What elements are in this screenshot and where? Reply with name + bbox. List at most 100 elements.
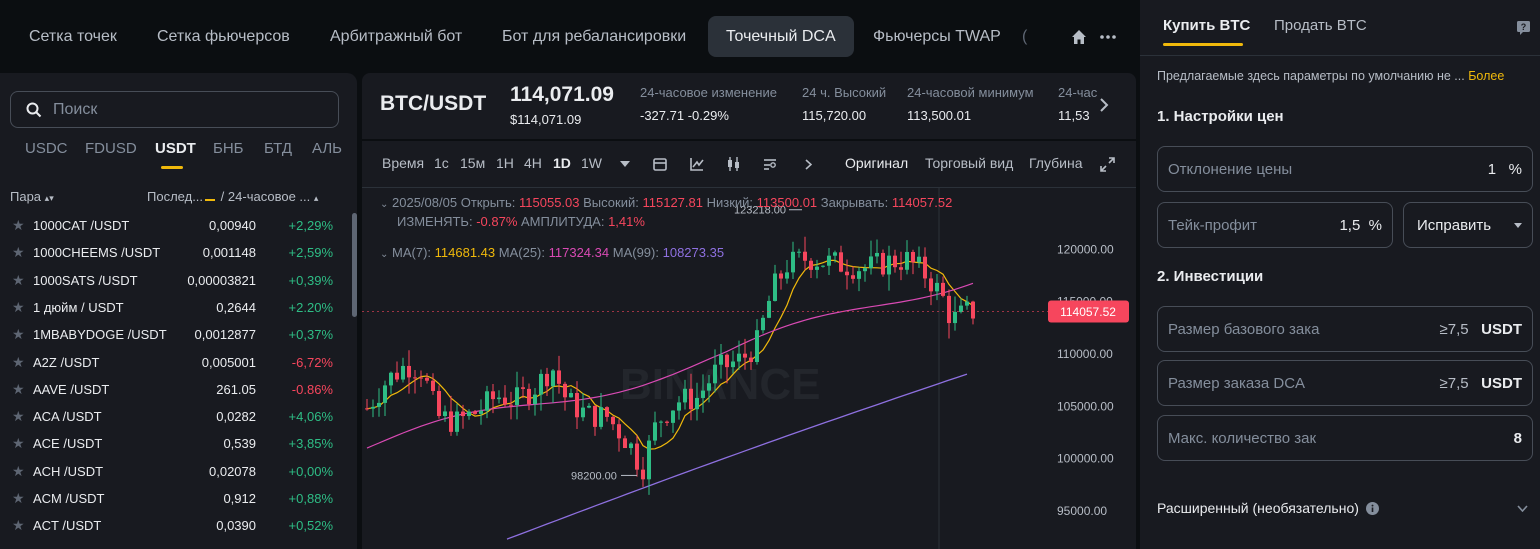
pair-row[interactable]: ★ 1 дюйм / USDT 0,2644 +2.20%: [0, 295, 350, 322]
quote-tab-usdc[interactable]: USDC: [25, 140, 68, 157]
price-deviation-field[interactable]: Отклонение цены 1 %: [1157, 146, 1533, 192]
tab-spot-dca[interactable]: Точечный DCA: [708, 16, 854, 57]
more-link[interactable]: Более: [1468, 69, 1505, 83]
star-icon[interactable]: ★: [12, 298, 25, 315]
pair-row[interactable]: ★ 1000SATS /USDT 0,00003821 +0,39%: [0, 268, 350, 295]
indicator-icon[interactable]: [690, 157, 704, 171]
interval-1d[interactable]: 1D: [553, 155, 571, 171]
star-icon[interactable]: ★: [12, 244, 25, 261]
pair-row[interactable]: ★ ACM /USDT 0,912 +0,88%: [0, 486, 350, 513]
interval-1s[interactable]: 1с: [434, 155, 449, 171]
tab-rebalancing-bot[interactable]: Бот для ребалансировки: [502, 28, 687, 45]
tab-futures-twap[interactable]: Фьючерсы TWAP: [873, 28, 1001, 45]
star-icon[interactable]: ★: [12, 271, 25, 288]
candle-body: [731, 361, 735, 368]
pair-row[interactable]: ★ AAVE /USDT 261.05 -0.86%: [0, 377, 350, 404]
interval-15m[interactable]: 15м: [460, 155, 486, 171]
interval-1w[interactable]: 1W: [581, 155, 602, 171]
header-pair[interactable]: Пара ▴▾: [10, 189, 54, 204]
settings-list-icon[interactable]: [763, 157, 777, 171]
search-input[interactable]: Поиск: [10, 91, 339, 128]
view-depth[interactable]: Глубина: [1029, 155, 1083, 171]
quote-tab-btd[interactable]: БТД: [264, 140, 292, 157]
advanced-settings-toggle[interactable]: Расширенный (необязательно): [1157, 500, 1379, 516]
collapse-ma-icon[interactable]: ⌄: [380, 249, 389, 260]
tab-buy-btc[interactable]: Купить BTC: [1163, 17, 1251, 34]
base-order-size-value[interactable]: ≥7,5: [1439, 321, 1469, 338]
quote-tab-alt[interactable]: АЛЬ: [312, 140, 343, 157]
star-icon[interactable]: ★: [12, 462, 25, 479]
interval-1h[interactable]: 1Н: [496, 155, 514, 171]
y-axis-tick: 105000.00: [1057, 399, 1114, 413]
more-icon[interactable]: [1099, 34, 1117, 40]
fix-dropdown[interactable]: Исправить: [1403, 202, 1533, 248]
home-icon[interactable]: [1071, 29, 1087, 45]
chevron-down-icon[interactable]: [1517, 505, 1528, 512]
pair-row[interactable]: ★ A2Z /USDT 0,005001 -6,72%: [0, 350, 350, 377]
dca-order-size-field[interactable]: Размер заказа DCA ≥7,5 USDT: [1157, 360, 1533, 406]
quote-tab-fdusd[interactable]: FDUSD: [85, 140, 137, 157]
pair-row[interactable]: ★ 1000CAT /USDT 0,00940 +2,29%: [0, 213, 350, 240]
max-price-label: 123218.00: [734, 205, 786, 217]
tab-overflow[interactable]: (: [1022, 28, 1028, 45]
view-original[interactable]: Оригинал: [845, 155, 909, 171]
pair-row[interactable]: ★ ACE /USDT 0,539 +3,85%: [0, 431, 350, 458]
pair-symbol[interactable]: BTC/USDT: [380, 92, 487, 115]
pair-row[interactable]: ★ 1MBABYDOGE /USDT 0,0012877 +0,37%: [0, 322, 350, 349]
pair-change: +0,00%: [288, 463, 333, 479]
candle-body: [527, 388, 531, 405]
tab-spot-grid[interactable]: Сетка точек: [29, 28, 117, 45]
quote-tab-usdt[interactable]: USDT: [155, 140, 196, 157]
star-icon[interactable]: ★: [12, 380, 25, 397]
base-order-size-unit: USDT: [1481, 321, 1522, 338]
pair-list-scrollbar[interactable]: [352, 213, 357, 317]
view-tradingview[interactable]: Торговый вид: [925, 155, 1014, 171]
base-order-size-field[interactable]: Размер базового зака ≥7,5 USDT: [1157, 306, 1533, 352]
star-icon[interactable]: ★: [12, 435, 25, 452]
max-orders-field[interactable]: Макс. количество зак 8: [1157, 415, 1533, 461]
tab-arbitrage-bot[interactable]: Арбитражный бот: [330, 28, 463, 45]
star-icon[interactable]: ★: [12, 517, 25, 534]
header-last-price[interactable]: Послед... / 24-часовое ... ▴: [147, 189, 319, 204]
take-profit-value[interactable]: 1,5: [1339, 217, 1361, 234]
info-icon[interactable]: [1365, 502, 1379, 515]
dca-order-size-value[interactable]: ≥7,5: [1439, 375, 1469, 392]
caret-down-icon[interactable]: [620, 161, 630, 167]
candle-body: [923, 256, 927, 279]
chevron-right-icon[interactable]: [1099, 98, 1109, 112]
change-pct-label: ИЗМЕНЯТЬ:: [397, 214, 473, 229]
candle-body: [371, 406, 375, 409]
collapse-legend-icon[interactable]: ⌄: [380, 199, 389, 210]
price-deviation-value[interactable]: 1: [1487, 161, 1497, 178]
star-icon[interactable]: ★: [12, 353, 25, 370]
candle-body: [845, 271, 849, 276]
fullscreen-icon[interactable]: [1100, 157, 1115, 172]
y-axis-tick: 100000.00: [1057, 452, 1114, 466]
pair-change: +4,06%: [288, 409, 333, 425]
chevron-right-icon[interactable]: [805, 159, 812, 170]
y-axis-tick: 110000.00: [1057, 347, 1113, 361]
candle-type-icon[interactable]: [726, 157, 742, 171]
tab-futures-grid[interactable]: Сетка фьючерсов: [157, 28, 290, 45]
max-orders-value[interactable]: 8: [1513, 430, 1522, 447]
pair-row[interactable]: ★ ACA /USDT 0,0282 +4,06%: [0, 404, 350, 431]
pair-row[interactable]: ★ ACT /USDT 0,0390 +0,52%: [0, 513, 350, 540]
quote-tab-bnb[interactable]: БНБ: [213, 140, 244, 157]
star-icon[interactable]: ★: [12, 217, 25, 233]
pair-row[interactable]: ★ ACH /USDT 0,02078 +0,00%: [0, 459, 350, 486]
interval-4h[interactable]: 4Н: [524, 155, 542, 171]
calendar-icon[interactable]: [653, 157, 667, 171]
pair-row[interactable]: ★ 1000CHEEMS /USDT 0,001148 +2,59%: [0, 240, 350, 267]
star-icon[interactable]: ★: [12, 326, 25, 343]
help-icon[interactable]: ?: [1517, 21, 1530, 35]
take-profit-field[interactable]: Тейк-профит 1,5 %: [1157, 202, 1393, 248]
pair-name: 1000CHEEMS /USDT: [33, 245, 161, 261]
default-params-note: Предлагаемые здесь параметры по умолчани…: [1157, 69, 1505, 83]
star-icon[interactable]: ★: [12, 490, 25, 506]
star-icon[interactable]: ★: [12, 408, 25, 425]
high-label: Высокий:: [583, 195, 639, 210]
pair-name: 1000SATS /USDT: [33, 272, 138, 288]
tab-sell-btc[interactable]: Продать BTC: [1274, 17, 1367, 34]
price-chart[interactable]: BINANCE 120000.00110000.00105000.0010000…: [362, 188, 1136, 549]
candle-body: [947, 295, 951, 324]
